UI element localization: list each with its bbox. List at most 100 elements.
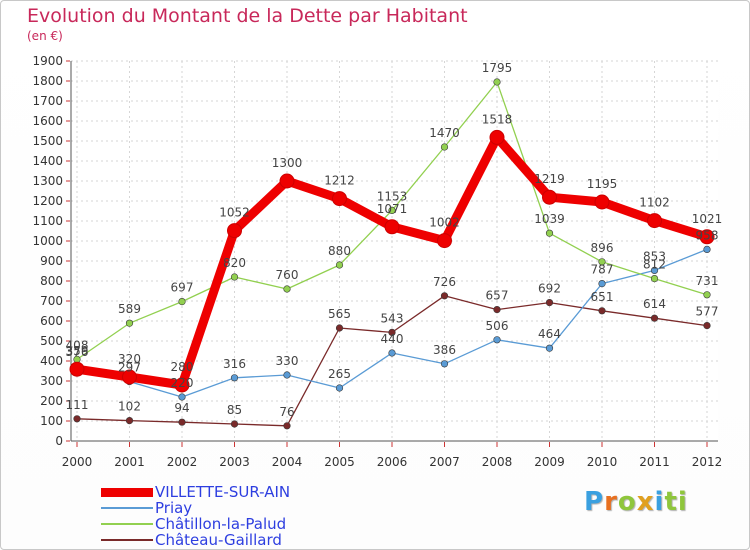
data-point	[73, 415, 81, 423]
data-label: 408	[66, 338, 89, 352]
data-label: 85	[227, 403, 242, 417]
data-point	[279, 173, 295, 189]
chart-title: Evolution du Montant de la Dette par Hab…	[27, 5, 468, 27]
x-tick-label: 2006	[377, 455, 408, 469]
data-point	[178, 418, 186, 426]
y-tick-label: 900	[40, 254, 63, 268]
data-point	[125, 417, 134, 425]
data-point	[122, 369, 137, 385]
data-label: 820	[223, 256, 246, 270]
legend-label-villette: VILLETTE-SUR-AIN	[155, 483, 291, 501]
legend-label-chateau-gaillard: Château-Gaillard	[155, 531, 282, 549]
data-label: 440	[381, 332, 404, 346]
data-point	[335, 384, 344, 392]
plot-area	[71, 61, 718, 441]
y-tick-label: 400	[40, 354, 63, 368]
data-point	[598, 307, 606, 315]
data-point	[699, 229, 715, 245]
data-label: 1212	[324, 174, 355, 188]
data-label: 76	[279, 405, 294, 419]
data-point	[542, 189, 557, 205]
y-tick-label: 1300	[32, 174, 63, 188]
data-point	[493, 306, 501, 314]
line-chart: 0 100 200 300 400 500 600 700 800 900 1000 1100 1200…	[32, 54, 723, 469]
x-tick-label: 2011	[639, 455, 670, 469]
y-tick-label: 1800	[32, 74, 63, 88]
logo-letter: t	[664, 487, 678, 517]
data-point	[69, 361, 85, 377]
data-point	[230, 420, 239, 428]
data-point	[384, 219, 400, 235]
data-label: 657	[486, 289, 509, 303]
y-tick-label: 1600	[32, 114, 63, 128]
data-label: 880	[328, 244, 351, 258]
data-label: 1039	[534, 212, 565, 226]
data-label: 543	[381, 311, 404, 325]
data-label: 464	[538, 327, 561, 341]
y-tick-label: 1700	[32, 94, 63, 108]
y-tick-label: 1100	[32, 214, 63, 228]
legend-swatch-priay	[101, 507, 153, 509]
data-point	[230, 273, 239, 281]
data-label: 376	[66, 345, 89, 359]
data-label: 651	[591, 290, 614, 304]
data-label: 812	[643, 258, 666, 272]
data-point	[335, 261, 344, 269]
logo-letter: i	[654, 487, 665, 517]
x-tick-label: 2005	[324, 455, 355, 469]
data-point	[174, 377, 190, 393]
y-tick-label: 500	[40, 334, 63, 348]
data-label: 1219	[534, 172, 565, 186]
y-tick-label: 600	[40, 314, 63, 328]
chart-subtitle: (en €)	[27, 29, 63, 43]
data-point	[650, 266, 659, 275]
data-point	[703, 245, 711, 253]
data-point	[650, 275, 659, 283]
data-label: 330	[276, 354, 299, 368]
data-point	[703, 291, 711, 299]
data-label: 220	[171, 376, 194, 390]
data-point	[650, 314, 659, 322]
data-point	[545, 229, 554, 237]
x-tick-label: 2002	[167, 455, 198, 469]
data-point	[125, 319, 134, 327]
data-label: 94	[174, 401, 189, 415]
data-label: 386	[433, 343, 456, 357]
data-label: 1071	[377, 202, 408, 216]
data-point	[283, 371, 291, 379]
x-tick-label: 2007	[429, 455, 460, 469]
data-point	[437, 233, 452, 249]
x-tick-label: 2001	[114, 455, 145, 469]
y-tick-label: 1500	[32, 134, 63, 148]
data-label: 359	[66, 344, 89, 358]
logo-letter: r	[604, 487, 618, 517]
data-label: 316	[223, 357, 246, 371]
legend-label-chatillon: Châtillon-la-Palud	[155, 515, 287, 533]
data-label: 731	[696, 274, 719, 288]
logo-letter: i	[677, 487, 688, 517]
x-tick-label: 2012	[692, 455, 723, 469]
x-tick-label: 2000	[62, 455, 93, 469]
y-tick-label: 200	[40, 394, 63, 408]
data-label: 265	[328, 367, 351, 381]
data-label: 958	[696, 228, 719, 242]
data-point	[178, 298, 186, 306]
data-label: 1153	[377, 189, 408, 203]
data-point	[545, 299, 554, 307]
data-point	[335, 324, 344, 332]
legend-label-priay: Priay	[155, 499, 193, 517]
x-tick-label: 2008	[482, 455, 513, 469]
data-label: 1021	[692, 212, 723, 226]
data-point	[493, 336, 501, 344]
proxiti-logo: Proxiti	[584, 487, 688, 517]
data-label: 692	[538, 282, 561, 296]
data-point	[332, 191, 347, 207]
y-tick-label: 0	[55, 434, 63, 448]
data-label: 565	[328, 307, 351, 321]
data-label: 787	[591, 263, 614, 277]
y-tick-label: 300	[40, 374, 63, 388]
data-label: 896	[591, 241, 614, 255]
data-point	[230, 374, 239, 382]
data-point	[545, 344, 554, 352]
data-point	[703, 322, 711, 330]
